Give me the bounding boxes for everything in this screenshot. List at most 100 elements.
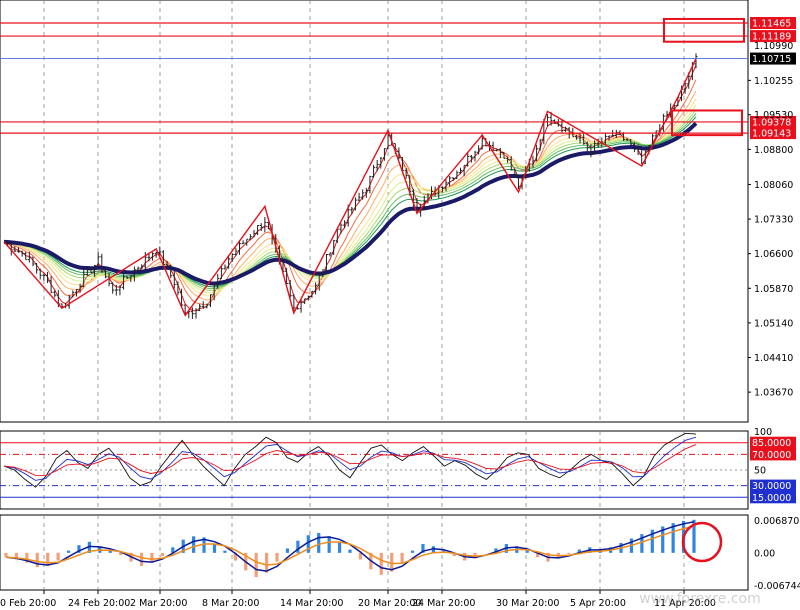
- rsi-level-box: [750, 436, 796, 449]
- rsi-line: [3, 436, 697, 481]
- x-tick-label: 8 Mar 20:00: [202, 598, 259, 609]
- ma-line: [3, 104, 697, 294]
- main-price-axis: 1.10990 1.10255 1.09530 1.08800 1.08060 1.073…: [748, 41, 793, 399]
- macd-bar: [265, 552, 269, 573]
- macd-bar: [337, 541, 342, 553]
- macd-bar: [494, 548, 498, 553]
- macd-bar: [567, 552, 571, 554]
- macd-bar: [348, 549, 352, 553]
- y-tick-label: 1.05140: [754, 318, 793, 329]
- macd-bar: [421, 544, 425, 553]
- ma-line: [3, 116, 697, 288]
- x-tick-label: 2 Mar 20:00: [130, 598, 187, 609]
- macd-bar: [296, 540, 300, 553]
- watermark: www.forexre.com: [639, 591, 761, 607]
- macd-bar: [4, 552, 8, 558]
- x-tick-label: 24 Feb 20:00: [68, 598, 130, 609]
- macd-bar: [650, 529, 654, 553]
- rsi-level-label: 85.0000: [752, 438, 791, 449]
- macd-bar: [25, 552, 29, 563]
- macd-bar: [525, 550, 529, 553]
- y-tick-label: 1.08800: [754, 145, 793, 156]
- macd-bar: [46, 552, 50, 567]
- x-tick-label: 14 Mar 20:00: [280, 598, 343, 609]
- macd-bar: [150, 552, 154, 563]
- zigzag-line: [3, 58, 697, 317]
- macd-bar: [661, 526, 665, 553]
- rsi-line: [3, 444, 697, 477]
- macd-bar: [536, 552, 540, 558]
- macd-bar: [108, 550, 112, 553]
- y-tick-label: 1.08060: [754, 180, 793, 191]
- macd-bar: [275, 552, 279, 562]
- highlight-box-mid: [671, 109, 743, 137]
- ma-line: [3, 79, 697, 306]
- macd-bar: [306, 535, 310, 553]
- macd-bar: [692, 519, 696, 553]
- y-tick-label: 1.09530: [754, 110, 793, 121]
- macd-bar: [358, 552, 363, 560]
- macd-bar: [171, 547, 175, 553]
- x-tick-label: 0 Feb 20:00: [0, 598, 56, 609]
- macd-bar: [577, 549, 581, 553]
- rsi-line: [3, 432, 697, 488]
- ma-line: [3, 113, 697, 290]
- level-label-box: [750, 16, 796, 29]
- level-label-box: [750, 52, 796, 65]
- highlight-box-top: [663, 17, 745, 43]
- x-tick-label: 11 Apr 20:00: [654, 598, 716, 609]
- macd-highlight-circle: [681, 521, 723, 563]
- macd-signal-line: [5, 521, 695, 572]
- macd-bar: [139, 552, 144, 567]
- rsi-level-box: [750, 448, 796, 461]
- y-tick-label: 1.10255: [754, 76, 793, 87]
- macd-panel: 0.0068709 0.00 -0.0067446: [4, 516, 800, 592]
- level-label: 1.09378: [752, 117, 791, 128]
- macd-bar: [254, 552, 258, 578]
- rsi-tick-label: 50: [754, 466, 766, 477]
- ma-line: [3, 90, 697, 301]
- macd-bar: [35, 552, 39, 568]
- macd-bar: [379, 552, 383, 575]
- macd-bar: [14, 552, 19, 560]
- macd-bar: [66, 550, 71, 553]
- rsi-level-label: 30.0000: [752, 481, 791, 492]
- macd-bar: [119, 552, 123, 556]
- x-tick-label: 5 Apr 20:00: [570, 598, 626, 609]
- macd-bar: [56, 552, 60, 561]
- macd-bar: [671, 523, 675, 553]
- macd-bar: [192, 536, 196, 553]
- macd-bar: [640, 534, 644, 553]
- level-label-box: [750, 127, 796, 140]
- level-label: 1.09143: [752, 129, 791, 140]
- level-label-box: [750, 30, 796, 43]
- main-panel-grid: [0, 0, 749, 591]
- macd-bar: [87, 541, 91, 553]
- macd-tick-label: 0.0068709: [754, 516, 800, 527]
- macd-bar: [285, 548, 290, 553]
- macd-bar: [202, 537, 206, 553]
- y-tick-label: 1.05870: [754, 284, 793, 295]
- macd-bar: [160, 552, 164, 557]
- rsi-tick-label: 100: [754, 427, 772, 438]
- rsi-panel-frame: [0, 430, 749, 510]
- y-tick-label: 1.10990: [754, 41, 793, 52]
- level-label-box: [750, 115, 796, 128]
- macd-bar: [431, 546, 435, 553]
- rsi-level-box: [750, 479, 796, 492]
- macd-bar: [212, 544, 217, 553]
- macd-bar: [410, 550, 415, 553]
- ma-line: [3, 109, 697, 292]
- macd-bar: [77, 545, 81, 553]
- macd-panel-frame: [0, 514, 749, 591]
- rsi-level-box: [750, 491, 796, 504]
- y-tick-label: 1.03670: [754, 388, 793, 399]
- macd-tick-label: 0.00: [754, 548, 775, 559]
- y-tick-label: 1.06600: [754, 249, 793, 260]
- macd-bar: [223, 550, 227, 553]
- macd-tick-label: -0.0067446: [754, 581, 800, 592]
- zigzag-path: [3, 58, 697, 317]
